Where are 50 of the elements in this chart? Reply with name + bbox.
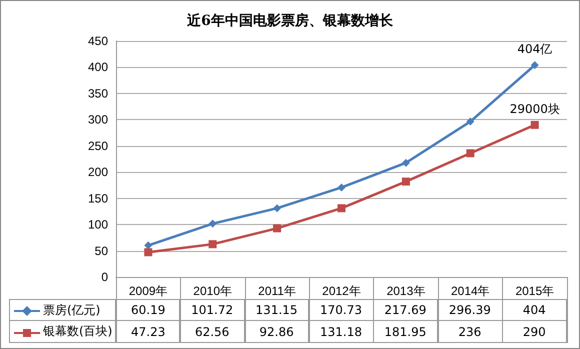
y-tick-label: 150	[88, 191, 108, 206]
point	[466, 149, 474, 158]
point	[144, 241, 152, 250]
data-label: 101.72	[180, 299, 245, 321]
y-tick-label: 100	[88, 218, 108, 232]
y-tick-label: 300	[88, 112, 108, 127]
data-label: 131.18	[309, 321, 374, 343]
y-tick-label: 50	[94, 244, 108, 258]
data-label: 236	[438, 321, 503, 343]
point	[208, 220, 217, 228]
x-tick-label: 2009年	[128, 284, 168, 298]
point	[530, 120, 539, 129]
point	[530, 61, 539, 70]
y-tick-label: 450	[88, 34, 108, 48]
legend-label: 银幕数(百块)	[43, 323, 112, 340]
point	[208, 240, 217, 248]
data-label: 47.23	[116, 321, 180, 343]
x-tick-label: 2013年	[386, 284, 426, 298]
point	[338, 183, 346, 192]
legend-label: 票房(亿元)	[43, 302, 100, 318]
x-tick-label: 2010年	[193, 284, 232, 298]
data-label: 60.19	[116, 299, 180, 321]
data-label: 404	[502, 299, 567, 321]
annotation: 404亿	[517, 42, 552, 56]
chart-title: 近6年中国电影票房、银幕数增长	[186, 12, 394, 29]
point	[402, 178, 410, 186]
point	[466, 118, 474, 126]
y-tick-label: 250	[88, 138, 108, 153]
data-label: 217.69	[374, 299, 438, 321]
data-label: 131.15	[244, 299, 310, 321]
data-label: 290	[502, 321, 567, 343]
point	[144, 248, 152, 256]
data-label: 92.86	[244, 321, 310, 343]
data-label: 62.56	[180, 321, 245, 343]
point	[338, 204, 346, 212]
data-label: 181.95	[374, 321, 438, 343]
x-tick-label: 2015年	[515, 284, 554, 298]
point	[273, 224, 282, 232]
point	[402, 158, 410, 167]
y-tick-label: 0	[101, 270, 108, 284]
x-tick-label: 2012年	[322, 284, 361, 298]
point	[273, 204, 282, 212]
data-label: 170.73	[309, 299, 374, 321]
y-tick-label: 350	[88, 86, 108, 100]
annotation: 29000块	[510, 102, 560, 116]
x-tick-label: 2014年	[451, 284, 490, 298]
y-tick-label: 400	[88, 60, 108, 74]
x-tick-label: 2011年	[258, 284, 296, 298]
data-label: 296.39	[438, 299, 503, 321]
y-tick-label: 200	[88, 165, 108, 180]
